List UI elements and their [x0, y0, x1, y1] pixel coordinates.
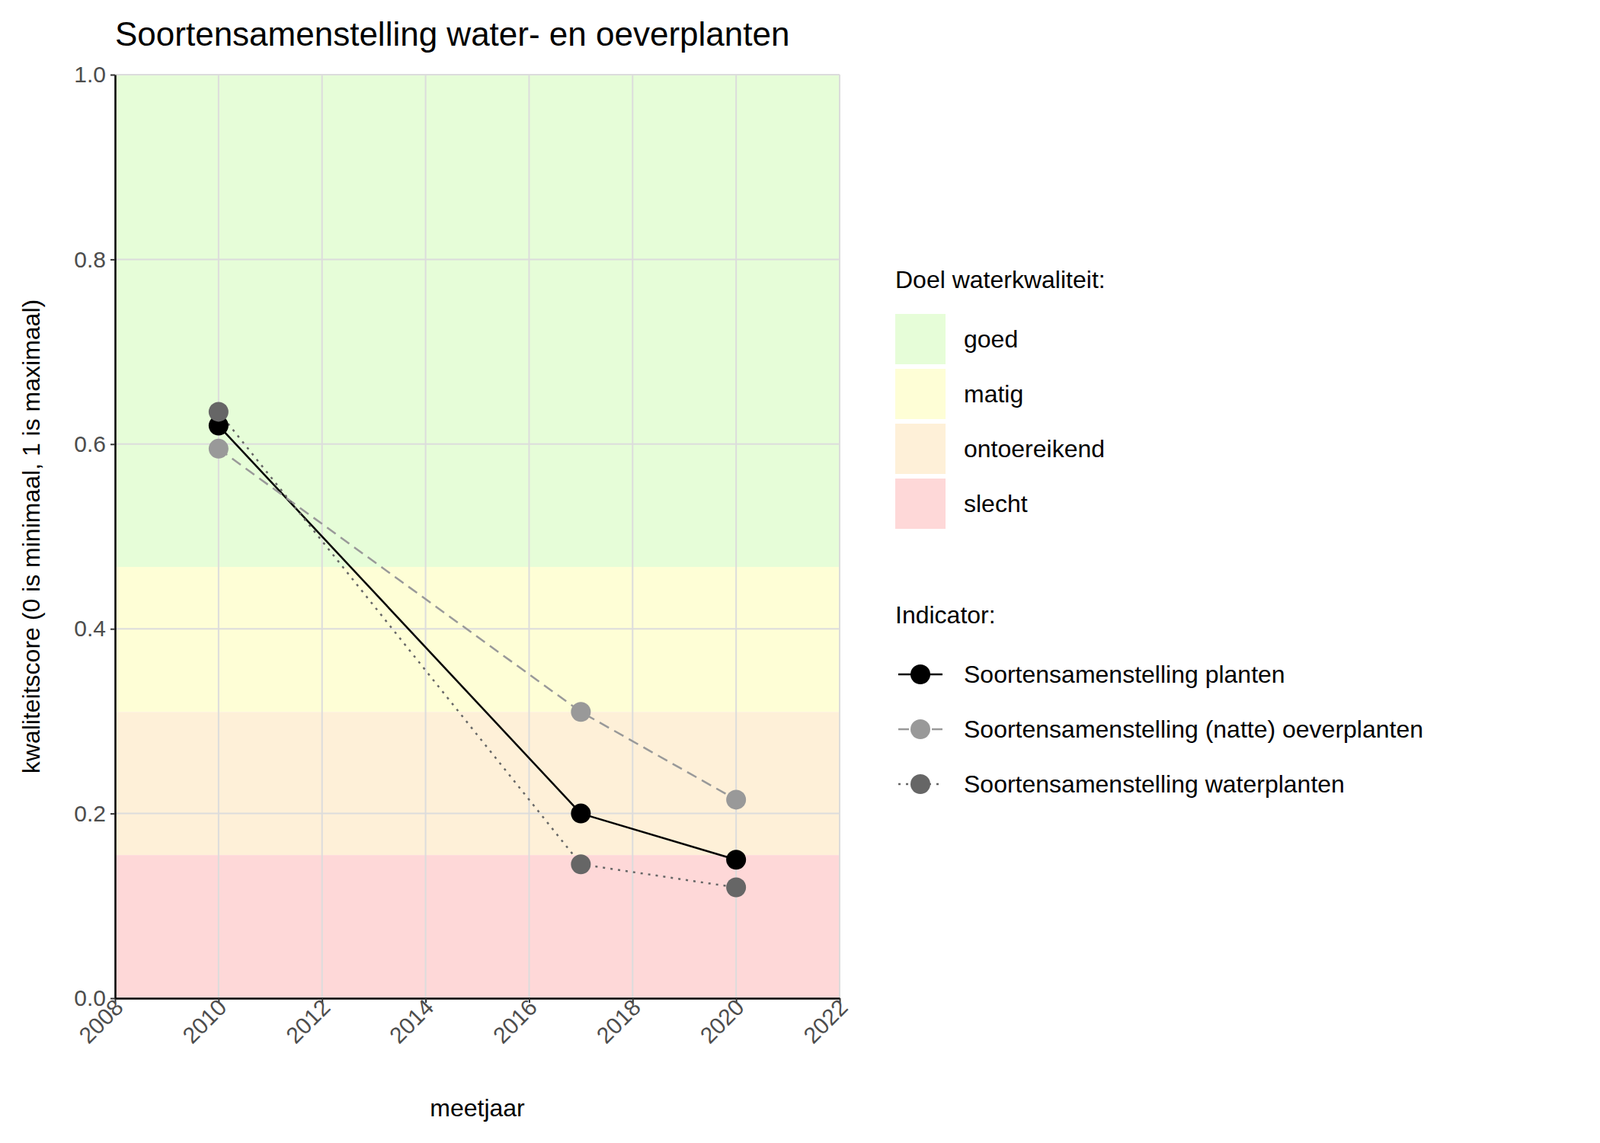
- x-tick: 2018: [591, 994, 646, 1049]
- x-tick-label: 2012: [281, 994, 336, 1049]
- x-tick: 2020: [694, 994, 749, 1049]
- x-tick: 2016: [488, 994, 543, 1049]
- series-point: [726, 849, 746, 870]
- legend-key: [895, 368, 946, 420]
- y-tick-mark: [110, 259, 116, 261]
- x-tick: 2022: [798, 994, 853, 1049]
- y-tick: 0.0: [73, 985, 116, 1011]
- legend-title: Doel waterkwaliteit:: [895, 265, 1106, 294]
- y-tick-label: 0.8: [73, 246, 106, 272]
- legend-label: Soortensamenstelling (natte) oeverplante…: [963, 715, 1424, 743]
- y-tick-label: 0.6: [73, 431, 106, 457]
- y-tick-label: 0.0: [73, 985, 106, 1011]
- legend-title: Indicator:: [895, 601, 996, 629]
- legend-key-marker: [910, 719, 931, 740]
- series-point: [570, 854, 591, 874]
- legend-key: [895, 478, 946, 529]
- legend-label: slecht: [963, 489, 1028, 518]
- grid-line: [114, 74, 116, 999]
- series-point: [570, 803, 591, 824]
- y-axis-title: kwaliteitscore (0 is minimaal, 1 is maxi…: [17, 299, 45, 774]
- grid-line: [528, 74, 530, 999]
- y-tick: 1.0: [73, 61, 116, 87]
- x-tick-label: 2022: [798, 994, 853, 1049]
- quality-band: [115, 566, 840, 712]
- y-tick: 0.8: [73, 246, 116, 272]
- legend-label: goed: [963, 325, 1018, 353]
- y-tick-label: 0.2: [73, 800, 106, 826]
- grid: [115, 74, 840, 999]
- legend-label: Soortensamenstelling waterplanten: [963, 770, 1345, 798]
- legend-key-marker: [910, 664, 931, 685]
- series-point: [726, 789, 746, 810]
- x-tick: 2014: [384, 994, 439, 1049]
- legend-key: [895, 313, 946, 365]
- series-point: [570, 701, 591, 722]
- legend-label: matig: [963, 380, 1024, 408]
- grid-line: [217, 74, 220, 999]
- legend-key: [895, 423, 946, 474]
- grid-line: [631, 74, 634, 999]
- legend-key-marker: [910, 774, 931, 794]
- y-axis-line: [114, 75, 117, 999]
- grid-line: [115, 627, 840, 630]
- grid-line: [115, 812, 840, 815]
- grid-line: [115, 73, 840, 76]
- y-tick-mark: [110, 74, 116, 77]
- x-tick-label: 2018: [591, 994, 646, 1049]
- y-tick-mark: [110, 812, 116, 815]
- y-axis: 0.0 0.2 0.4 0.6 0.8 1.0: [73, 61, 116, 1011]
- grid-line: [115, 258, 840, 260]
- legend-label: Soortensamenstelling planten: [963, 660, 1286, 688]
- y-tick: 0.4: [73, 615, 116, 641]
- chart: 200820102012201420162018202020220.00.20.…: [0, 0, 1600, 1143]
- series-line: [218, 448, 736, 800]
- y-tick: 0.2: [73, 800, 116, 826]
- series-point: [208, 438, 229, 459]
- quality-band: [115, 711, 840, 855]
- quality-band: [115, 74, 840, 567]
- y-tick-mark: [110, 998, 116, 1000]
- y-tick-label: 1.0: [73, 61, 106, 87]
- y-tick-label: 0.4: [73, 615, 106, 641]
- series-line: [218, 411, 736, 887]
- y-tick: 0.6: [73, 431, 116, 457]
- x-axis: 20082010201220142016201820202022: [73, 994, 853, 1049]
- legend-label: ontoereikend: [963, 435, 1105, 463]
- series-line: [218, 425, 736, 861]
- x-axis-title: meetjaar: [429, 1094, 525, 1122]
- grid-line: [425, 74, 427, 999]
- x-tick-label: 2020: [694, 994, 749, 1049]
- series-point: [726, 877, 746, 898]
- x-tick: 2012: [281, 994, 336, 1049]
- y-tick-mark: [110, 628, 116, 631]
- title: Soortensamenstelling water- en oeverplan…: [115, 15, 790, 53]
- x-tick-label: 2014: [384, 994, 439, 1049]
- x-tick-label: 2010: [177, 994, 232, 1049]
- x-tick: 2010: [177, 994, 232, 1049]
- series-point: [208, 401, 229, 422]
- bands: [115, 74, 840, 999]
- y-tick-mark: [110, 443, 116, 445]
- x-tick-label: 2016: [488, 994, 543, 1049]
- series-group: [208, 401, 746, 897]
- grid-line: [838, 74, 841, 999]
- quality-band: [115, 854, 840, 999]
- legend: Doel waterkwaliteit: goed matig ontoereiken…: [895, 265, 1424, 798]
